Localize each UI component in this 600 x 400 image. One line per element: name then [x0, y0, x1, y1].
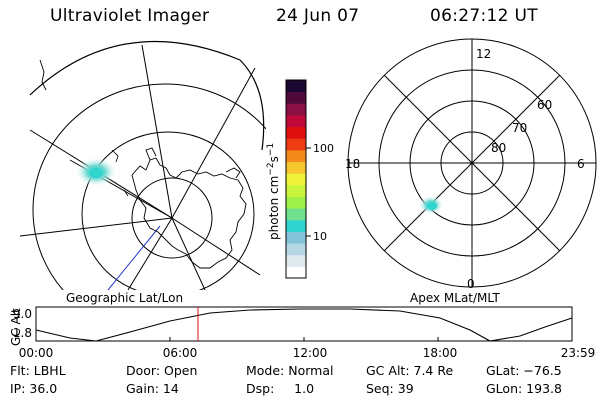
colorbar-label: photon cm−2s−1	[266, 143, 281, 240]
xtick-1200: 12:00	[293, 346, 328, 360]
colorbar-cell	[286, 243, 306, 256]
xtick-2359: 23:59	[561, 346, 596, 360]
time-label: 06:27:12 UT	[430, 6, 538, 26]
colorbar-cell	[286, 80, 306, 93]
xtick-0000: 00:00	[19, 346, 54, 360]
field-door: Door: Open	[126, 363, 198, 378]
colorbar-cell	[286, 149, 306, 163]
altitude-ytick-9: 9.0	[13, 307, 32, 321]
field-gain: Gain: 14	[126, 381, 179, 396]
xtick-0600: 06:00	[163, 346, 198, 360]
field-ip: IP: 36.0	[10, 381, 58, 396]
colorbar-cell	[286, 103, 306, 116]
polar-mlat-mlt-plot[interactable]	[347, 38, 597, 288]
colorbar-cell	[286, 266, 306, 279]
colorbar-cell	[286, 138, 306, 151]
lat-label-70: 70	[512, 121, 527, 135]
field-seq: Seq: 39	[366, 381, 414, 396]
field-mode: Mode: Normal	[246, 363, 334, 378]
colorbar-tick-100: 100	[313, 142, 334, 155]
altitude-ylabel: GC Alt	[9, 308, 23, 346]
field-glat: GLat: −76.5	[486, 363, 562, 378]
field-gc-alt: GC Alt: 7.4 Re	[366, 363, 454, 378]
colorbar-cell	[286, 173, 306, 186]
geographic-caption: Geographic Lat/Lon	[66, 291, 183, 305]
colorbar-cell	[286, 208, 306, 221]
field-dsp: Dsp: 1.0	[246, 381, 315, 396]
colorbar-cell	[286, 219, 306, 232]
mlt-label-18: 18	[345, 157, 360, 171]
colorbar-cell	[286, 184, 306, 197]
lat-label-60: 60	[537, 98, 552, 112]
xtick-1800: 18:00	[423, 346, 458, 360]
colorbar: 100 10 photon cm−2s−1	[266, 79, 334, 279]
altitude-plot[interactable]	[35, 306, 573, 342]
colorbar-cell	[286, 91, 306, 104]
mlt-label-0: 0	[467, 277, 475, 291]
colorbar-cell	[286, 114, 306, 128]
date-label: 24 Jun 07	[276, 6, 360, 26]
colorbar-cell	[286, 254, 306, 267]
apex-caption: Apex MLat/MLT	[410, 291, 500, 305]
colorbar-cell	[286, 231, 306, 244]
geographic-map[interactable]	[20, 40, 297, 336]
altitude-ytick-1-8: 1.8	[13, 326, 32, 340]
app-title: Ultraviolet Imager	[50, 6, 210, 26]
field-glon: GLon: 193.8	[486, 381, 562, 396]
colorbar-cell	[286, 161, 306, 174]
colorbar-cell	[286, 196, 306, 209]
colorbar-cell	[286, 126, 306, 139]
mlt-label-6: 6	[577, 157, 585, 171]
colorbar-tick-10: 10	[313, 230, 327, 243]
mlt-label-12: 12	[476, 47, 491, 61]
field-flt: Flt: LBHL	[10, 363, 66, 378]
lat-label-80: 80	[491, 141, 506, 155]
